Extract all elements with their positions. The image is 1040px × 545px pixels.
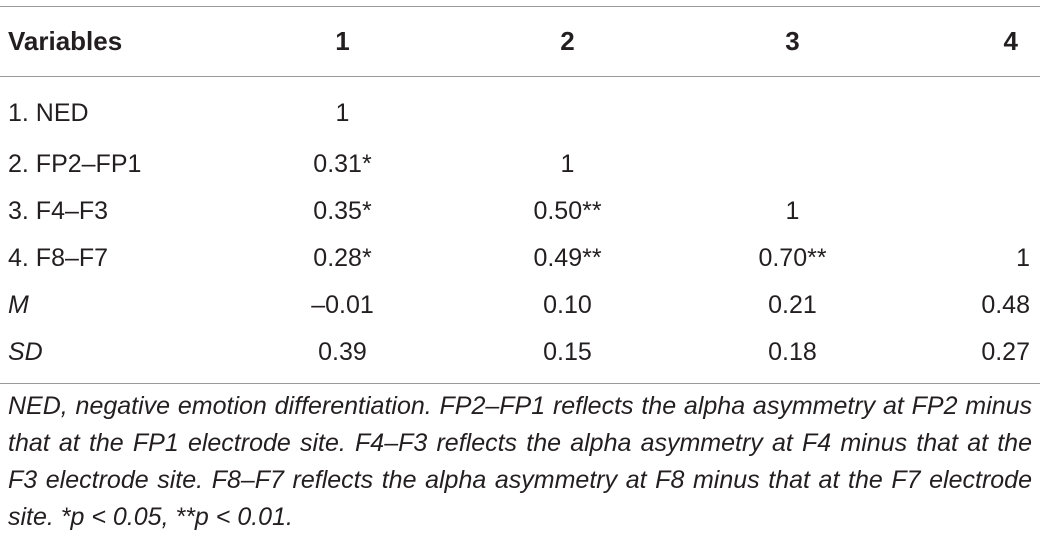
table-cell xyxy=(445,76,690,141)
row-label: 1. NED xyxy=(8,98,89,127)
header-variables: Variables xyxy=(8,26,123,56)
table-cell xyxy=(690,76,895,141)
table-row: SD 0.39 0.15 0.18 0.27 xyxy=(0,329,1040,376)
header-col-1: 1 xyxy=(335,26,350,56)
row-label: 3. F4–F3 xyxy=(8,197,109,225)
table-cell: 0.39 xyxy=(318,338,367,366)
table-row: 2. FP2–FP1 0.31* 1 xyxy=(0,141,1040,188)
header-col-3: 3 xyxy=(785,26,800,56)
table-cell: 0.18 xyxy=(768,338,817,366)
table-row: 3. F4–F3 0.35* 0.50** 1 xyxy=(0,188,1040,235)
row-label: 4. F8–F7 xyxy=(8,244,109,272)
table-row: 4. F8–F7 0.28* 0.49** 0.70** 1 xyxy=(0,235,1040,282)
table-cell: 0.28* xyxy=(313,244,372,272)
table-cell: 1 xyxy=(1016,244,1030,272)
table-cell xyxy=(895,141,1040,188)
table-cell: 0.21 xyxy=(768,291,817,319)
row-label: 2. FP2–FP1 xyxy=(8,150,142,178)
row-label-mean: M xyxy=(8,291,29,319)
table-cell: 0.35* xyxy=(313,197,372,225)
header-col-2: 2 xyxy=(560,26,575,56)
table-header-row: Variables 1 2 3 4 xyxy=(0,7,1040,76)
table-cell: –0.01 xyxy=(311,291,374,319)
table-cell xyxy=(895,76,1040,141)
table-cell xyxy=(690,141,895,188)
table-row: M –0.01 0.10 0.21 0.48 xyxy=(0,282,1040,329)
table-cell: 0.50** xyxy=(533,197,602,225)
table-footnote: NED, negative emotion differentiation. F… xyxy=(8,392,1032,531)
correlation-table: Variables 1 2 3 4 1. NED 1 2. FP2–FP1 0.… xyxy=(0,7,1040,376)
table-cell: 0.70** xyxy=(758,244,827,272)
header-col-4: 4 xyxy=(1003,26,1018,56)
table-cell: 1 xyxy=(335,98,350,127)
table-cell: 0.27 xyxy=(981,338,1030,366)
row-label-sd: SD xyxy=(8,338,43,366)
table-cell: 0.31* xyxy=(313,150,372,178)
table-cell: 0.10 xyxy=(543,291,592,319)
table-cell: 0.48 xyxy=(981,291,1030,319)
table-header-rule xyxy=(0,76,1040,77)
table-cell xyxy=(895,188,1040,235)
table-bottom-rule xyxy=(0,383,1040,384)
table-top-rule xyxy=(0,6,1040,7)
table-row: 1. NED 1 xyxy=(0,76,1040,141)
table-cell: 1 xyxy=(560,150,575,178)
table-cell: 1 xyxy=(785,197,800,225)
table-cell: 0.49** xyxy=(533,244,602,272)
table-cell: 0.15 xyxy=(543,338,592,366)
